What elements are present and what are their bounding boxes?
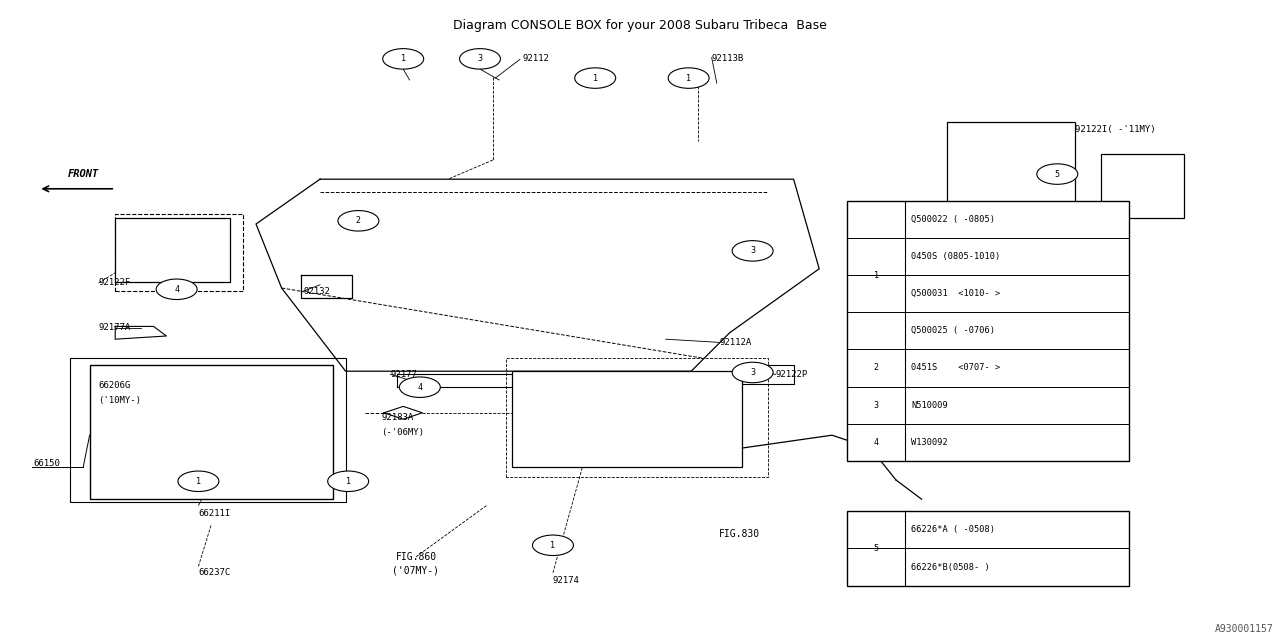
Circle shape [178, 471, 219, 492]
Text: 3: 3 [874, 401, 878, 410]
Text: 92122I( -'11MY): 92122I( -'11MY) [1075, 125, 1156, 134]
Text: W130092: W130092 [911, 438, 948, 447]
Text: 92112: 92112 [522, 54, 549, 63]
Text: 66211I: 66211I [198, 509, 230, 518]
Circle shape [1037, 164, 1078, 184]
Bar [128, 474, 156, 490]
Text: 66226*B(0508- ): 66226*B(0508- ) [911, 563, 991, 572]
Text: 1: 1 [874, 271, 878, 280]
Circle shape [399, 377, 440, 397]
Text: 4: 4 [874, 438, 878, 447]
Text: 1: 1 [593, 74, 598, 83]
Text: 3: 3 [750, 368, 755, 377]
Text: N510009: N510009 [911, 401, 948, 410]
Text: FIG.860: FIG.860 [396, 552, 436, 562]
Text: 92122F: 92122F [99, 278, 131, 287]
Text: 92132: 92132 [303, 287, 330, 296]
Bar [243, 474, 271, 490]
Text: 92122P: 92122P [776, 370, 808, 379]
Text: 3: 3 [477, 54, 483, 63]
Text: 2: 2 [874, 364, 878, 372]
Bar [205, 474, 233, 490]
Text: 1: 1 [401, 54, 406, 63]
Bar [115, 214, 243, 291]
Text: 4: 4 [174, 285, 179, 294]
Text: Q500025 ( -0706): Q500025 ( -0706) [911, 326, 996, 335]
Bar [90, 365, 333, 499]
Text: 0450S (0805-1010): 0450S (0805-1010) [911, 252, 1001, 261]
Bar [70, 358, 346, 502]
Text: 0451S    <0707- >: 0451S <0707- > [911, 364, 1001, 372]
Text: FRONT: FRONT [68, 169, 99, 179]
Bar [115, 218, 230, 282]
Text: ('10MY-): ('10MY-) [99, 396, 142, 404]
Text: 4: 4 [417, 383, 422, 392]
Bar [847, 511, 1129, 586]
Text: ('07MY-): ('07MY-) [393, 566, 439, 576]
Text: 1: 1 [686, 74, 691, 83]
Text: 1: 1 [550, 541, 556, 550]
Text: 66226*A ( -0508): 66226*A ( -0508) [911, 525, 996, 534]
Text: 92177A: 92177A [99, 323, 131, 332]
Text: Q500022 ( -0805): Q500022 ( -0805) [911, 215, 996, 224]
Circle shape [859, 540, 893, 557]
Text: 66150: 66150 [33, 460, 60, 468]
Text: 1: 1 [346, 477, 351, 486]
Circle shape [575, 68, 616, 88]
Text: 5: 5 [874, 544, 878, 553]
Circle shape [460, 49, 500, 69]
Text: 3: 3 [750, 246, 755, 255]
Text: (-'06MY): (-'06MY) [381, 428, 425, 436]
Text: A930001157: A930001157 [1215, 623, 1274, 634]
Text: 66206G: 66206G [99, 381, 131, 390]
Text: 92174: 92174 [553, 576, 580, 585]
Bar [947, 122, 1075, 237]
Circle shape [156, 279, 197, 300]
Circle shape [383, 49, 424, 69]
Circle shape [732, 241, 773, 261]
Circle shape [859, 359, 893, 377]
Circle shape [668, 68, 709, 88]
Text: 1: 1 [196, 477, 201, 486]
Text: 92177: 92177 [390, 370, 417, 379]
Text: FIG.723: FIG.723 [1061, 318, 1102, 328]
Circle shape [859, 396, 893, 414]
Circle shape [859, 266, 893, 284]
Bar [847, 201, 1129, 461]
Text: Q500031  <1010- >: Q500031 <1010- > [911, 289, 1001, 298]
Circle shape [338, 211, 379, 231]
Text: 92113B: 92113B [712, 54, 744, 63]
Circle shape [532, 535, 573, 556]
Text: <FOR Rr COOLER>: <FOR Rr COOLER> [1038, 337, 1125, 348]
Circle shape [859, 433, 893, 451]
Text: 92183A: 92183A [381, 413, 413, 422]
Text: 5: 5 [1055, 170, 1060, 179]
Bar [166, 474, 195, 490]
Circle shape [328, 471, 369, 492]
Text: Diagram CONSOLE BOX for your 2008 Subaru Tribeca  Base: Diagram CONSOLE BOX for your 2008 Subaru… [453, 19, 827, 32]
Bar [512, 371, 742, 467]
Text: 92112A: 92112A [719, 338, 751, 347]
Text: 2: 2 [356, 216, 361, 225]
Circle shape [732, 362, 773, 383]
Text: 66237C: 66237C [198, 568, 230, 577]
Bar [1101, 154, 1184, 218]
Text: FIG.830: FIG.830 [719, 529, 760, 540]
